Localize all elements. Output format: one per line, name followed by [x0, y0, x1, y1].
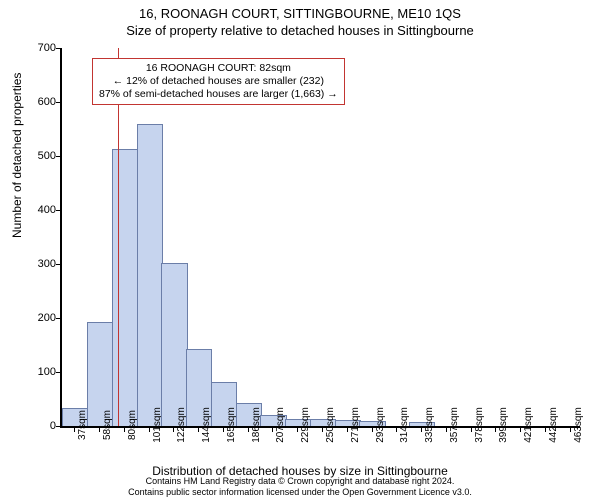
x-tick-mark	[223, 426, 224, 432]
x-tick-mark	[297, 426, 298, 432]
y-tick-label: 200	[22, 312, 56, 324]
y-tick-label: 0	[22, 420, 56, 432]
chart-area: 010020030040050060070037sqm58sqm80sqm101…	[60, 48, 580, 428]
y-tick-mark	[56, 102, 62, 103]
histogram-bar	[112, 149, 138, 426]
y-tick-mark	[56, 264, 62, 265]
annotation-line2: ← 12% of detached houses are smaller (23…	[99, 75, 338, 88]
x-tick-label: 421sqm	[523, 407, 534, 443]
y-tick-label: 100	[22, 366, 56, 378]
x-tick-mark	[446, 426, 447, 432]
x-tick-mark	[99, 426, 100, 432]
y-tick-mark	[56, 48, 62, 49]
y-tick-label: 700	[22, 42, 56, 54]
x-tick-mark	[322, 426, 323, 432]
footer-line1: Contains HM Land Registry data © Crown c…	[0, 476, 600, 487]
histogram-bar	[137, 124, 163, 426]
x-tick-label: 335sqm	[424, 407, 435, 443]
y-tick-mark	[56, 318, 62, 319]
x-tick-mark	[347, 426, 348, 432]
x-tick-mark	[520, 426, 521, 432]
footer-attribution: Contains HM Land Registry data © Crown c…	[0, 476, 600, 498]
y-tick-label: 600	[22, 96, 56, 108]
x-tick-mark	[272, 426, 273, 432]
x-tick-mark	[396, 426, 397, 432]
y-tick-label: 300	[22, 258, 56, 270]
x-tick-label: 378sqm	[474, 407, 485, 443]
x-tick-label: 399sqm	[498, 407, 509, 443]
x-tick-label: 293sqm	[375, 407, 386, 443]
page-title-line1: 16, ROONAGH COURT, SITTINGBOURNE, ME10 1…	[0, 6, 600, 21]
annotation-line3: 87% of semi-detached houses are larger (…	[99, 88, 338, 101]
x-tick-mark	[372, 426, 373, 432]
x-tick-mark	[198, 426, 199, 432]
histogram-bar	[161, 263, 187, 426]
y-tick-mark	[56, 210, 62, 211]
x-tick-mark	[421, 426, 422, 432]
x-tick-label: 357sqm	[449, 407, 460, 443]
x-tick-label: 463sqm	[573, 407, 584, 443]
annotation-box: 16 ROONAGH COURT: 82sqm← 12% of detached…	[92, 58, 345, 105]
annotation-line1: 16 ROONAGH COURT: 82sqm	[99, 62, 338, 75]
y-tick-mark	[56, 372, 62, 373]
y-tick-label: 500	[22, 150, 56, 162]
y-tick-label: 400	[22, 204, 56, 216]
x-tick-mark	[149, 426, 150, 432]
x-tick-mark	[248, 426, 249, 432]
x-tick-mark	[545, 426, 546, 432]
x-tick-mark	[570, 426, 571, 432]
y-tick-mark	[56, 426, 62, 427]
page-title-line2: Size of property relative to detached ho…	[0, 23, 600, 38]
x-tick-mark	[74, 426, 75, 432]
x-tick-mark	[173, 426, 174, 432]
x-tick-label: 442sqm	[548, 407, 559, 443]
x-tick-mark	[495, 426, 496, 432]
x-tick-mark	[471, 426, 472, 432]
footer-line2: Contains public sector information licen…	[0, 487, 600, 498]
x-tick-mark	[124, 426, 125, 432]
histogram-plot: 010020030040050060070037sqm58sqm80sqm101…	[60, 48, 580, 428]
y-tick-mark	[56, 156, 62, 157]
